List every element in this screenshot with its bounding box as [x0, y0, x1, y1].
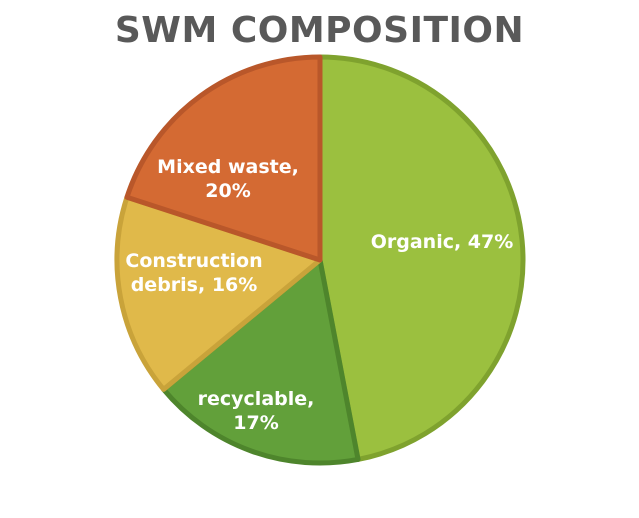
pie-slice-mixed-waste — [124, 54, 323, 263]
chart-title: SWM COMPOSITION — [114, 10, 525, 51]
pie-label-organic: Organic, 47% — [371, 231, 514, 253]
pie-label-construction-debris: Construction debris, 16% — [125, 250, 262, 296]
pie-slice-recyclable — [161, 257, 361, 466]
pie-label-recyclable: recyclable, 17% — [198, 388, 315, 434]
pie-slice-organic — [317, 54, 526, 462]
pie-label-mixed-waste: Mixed waste, 20% — [157, 156, 299, 202]
